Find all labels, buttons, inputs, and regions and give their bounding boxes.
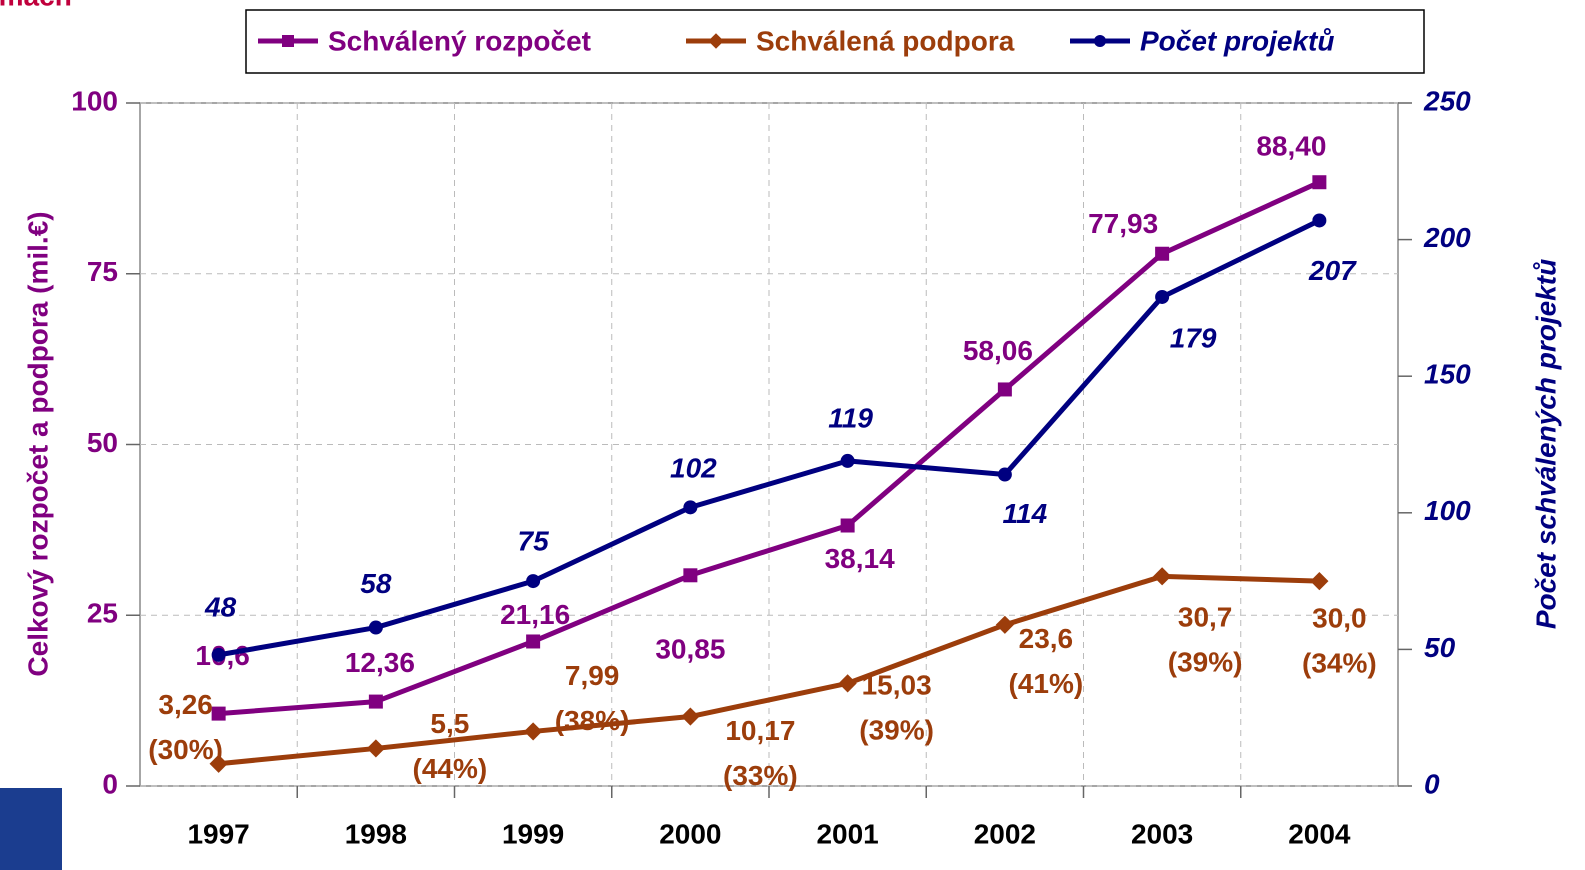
chart-title: irmách [0,0,72,11]
marker [840,453,855,468]
legend-label: Schválený rozpočet [328,25,591,56]
data-label: 102 [670,453,717,484]
marker [524,722,543,741]
x-tick-label: 2002 [974,818,1036,849]
data-label: 38,14 [825,543,895,574]
marker [995,615,1014,634]
data-label: 119 [828,402,873,433]
marker [368,694,383,709]
x-tick-label: 1999 [502,818,564,849]
data-label: 75 [518,525,550,556]
marker [1312,213,1327,228]
series-line [218,218,1321,658]
share-label: (38%) [555,705,630,736]
data-label: 15,03 [862,670,932,701]
data-label: 30,0 [1312,602,1367,633]
marker [1155,246,1170,261]
data-label: 7,99 [565,660,620,691]
marker [708,33,724,49]
data-label: 10,17 [725,715,795,746]
y2-axis-title: Počet schválených projektů [1530,259,1561,629]
data-label: 114 [1003,498,1048,529]
data-label: 30,85 [655,634,725,665]
share-label: (44%) [413,753,488,784]
y-axis-title: Celkový rozpočet a podpora (mil.€) [22,211,53,676]
data-label: 58,06 [963,335,1033,366]
marker [997,467,1012,482]
data-label: 179 [1170,322,1217,353]
x-tick-label: 1997 [187,818,249,849]
marker [840,518,855,533]
marker [366,739,385,758]
marker [1094,35,1106,47]
series-line [218,573,1320,767]
marker [683,568,698,583]
x-tick-label: 1998 [345,818,407,849]
x-tick-label: 2003 [1131,818,1193,849]
data-label: 5,5 [430,708,469,739]
marker [526,574,541,589]
y2-tick-label: 200 [1423,222,1471,253]
marker [838,674,857,693]
y-tick-label: 0 [102,768,118,799]
data-label: 23,6 [1019,623,1074,654]
share-label: (34%) [1302,647,1377,678]
data-label: 88,40 [1256,131,1326,162]
y-tick-label: 100 [71,85,118,116]
y2-tick-label: 100 [1424,495,1471,526]
data-label: 77,93 [1088,208,1158,239]
data-label: 21,16 [500,599,570,630]
x-tick-label: 2000 [659,818,721,849]
data-label: 58 [360,568,392,599]
marker [211,706,226,721]
marker [368,620,383,635]
data-label: 3,26 [158,689,213,720]
legend-label: Počet projektů [1140,25,1334,56]
y-tick-label: 50 [87,427,118,458]
share-label: (39%) [1168,647,1243,678]
x-tick-label: 2001 [816,818,878,849]
marker [1153,567,1172,586]
x-tick-label: 2004 [1288,818,1351,849]
marker [1155,289,1170,304]
y2-tick-label: 0 [1424,768,1440,799]
marker [1310,572,1329,591]
marker [211,647,226,662]
y2-tick-label: 250 [1423,85,1471,116]
legend-box [245,9,1425,74]
marker [1312,175,1327,190]
marker [526,634,541,649]
data-label: 207 [1308,255,1357,286]
marker [683,500,698,515]
y2-tick-label: 50 [1424,632,1456,663]
y2-tick-label: 150 [1424,359,1471,390]
data-label: 48 [204,591,237,622]
marker [681,707,700,726]
y-tick-label: 25 [87,598,118,629]
y-tick-label: 75 [87,256,118,287]
share-label: (33%) [723,760,798,791]
share-label: (41%) [1009,668,1084,699]
legend-label: Schválená podpora [756,25,1015,56]
share-label: (30%) [148,734,223,765]
marker [997,382,1012,397]
marker [282,35,294,47]
data-label: 12,36 [345,647,415,678]
data-label: 30,7 [1178,602,1233,633]
series-line [218,179,1321,717]
marker [209,754,228,773]
logo [0,788,62,870]
share-label: (39%) [859,715,934,746]
